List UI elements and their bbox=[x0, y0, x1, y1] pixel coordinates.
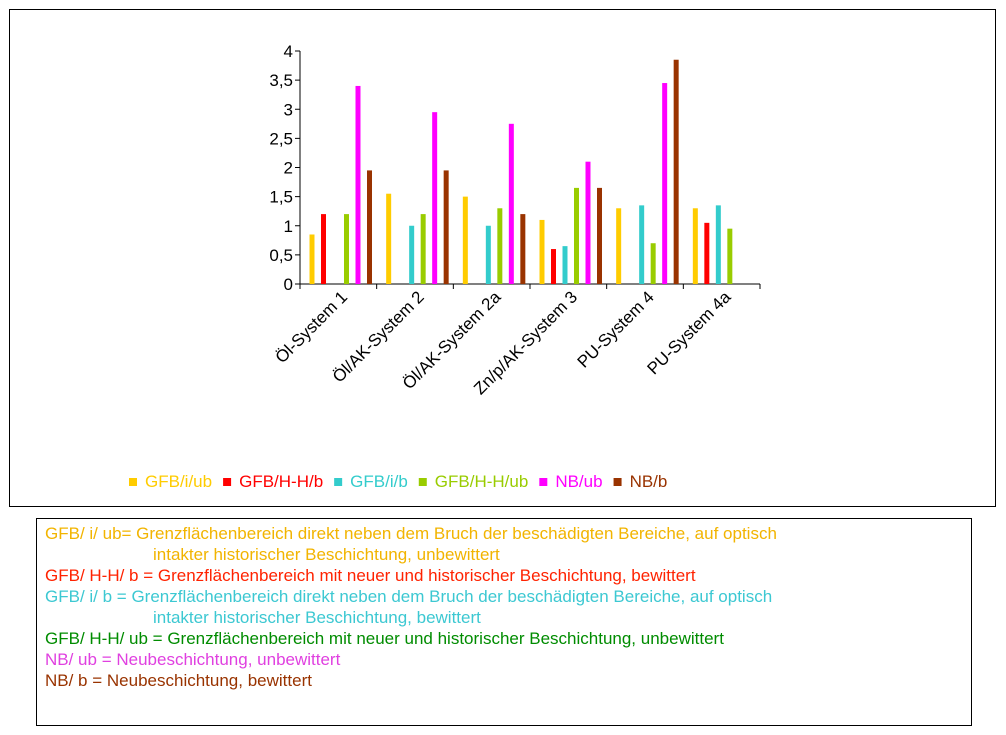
definition-1: GFB/ i/ ub= Grenzflächenbereich direkt n… bbox=[45, 523, 971, 565]
bar bbox=[420, 214, 426, 284]
bar bbox=[462, 196, 468, 284]
y-tick-label: 4 bbox=[284, 42, 293, 61]
bar bbox=[616, 208, 622, 284]
definition-3: GFB/ i/ b = Grenzflächenbereich direkt n… bbox=[45, 586, 971, 628]
legend-label: GFB/H-H/ub bbox=[435, 472, 529, 491]
bar bbox=[585, 161, 591, 284]
definition-3-lead: GFB/ i/ b = Grenzflächenbereich direkt n… bbox=[45, 587, 773, 606]
definition-1-cont: intakter historischer Beschichtung, unbe… bbox=[153, 545, 500, 564]
chart-frame: 0 0,5 1 1,5 2 2,5 3 3,5 4 Öl-System 1 Öl/AK-System… bbox=[9, 9, 996, 507]
y-tick-label: 0 bbox=[284, 275, 293, 294]
legend-label: NB/ub bbox=[555, 472, 602, 491]
y-tick-label: 2 bbox=[284, 159, 293, 178]
bar bbox=[497, 208, 503, 284]
definition-4-lead: GFB/ H-H/ ub = Grenzflächenbereich mit n… bbox=[45, 629, 724, 648]
bar bbox=[485, 225, 491, 284]
bar bbox=[715, 205, 721, 284]
bar bbox=[520, 214, 526, 284]
bar bbox=[597, 187, 602, 284]
y-tick-label: 0,5 bbox=[269, 246, 293, 265]
y-tick-label: 1 bbox=[284, 217, 293, 236]
bar bbox=[650, 243, 656, 284]
bar bbox=[355, 85, 361, 284]
legend-label: GFB/i/ub bbox=[145, 472, 212, 491]
bar bbox=[673, 59, 679, 284]
legend-swatch bbox=[613, 478, 622, 486]
definition-6: NB/ b = Neubeschichtung, bewittert bbox=[45, 670, 971, 691]
bar bbox=[704, 222, 710, 284]
bar bbox=[662, 83, 668, 284]
bar bbox=[692, 208, 698, 284]
bar bbox=[321, 214, 326, 284]
legend-swatch bbox=[418, 478, 427, 486]
legend-swatch bbox=[223, 478, 232, 486]
x-tick-label: PU-System 4 bbox=[574, 287, 658, 371]
definition-4: GFB/ H-H/ ub = Grenzflächenbereich mit n… bbox=[45, 628, 971, 649]
bar bbox=[344, 214, 349, 284]
bar bbox=[386, 193, 392, 284]
x-tick-label: Öl-System 1 bbox=[272, 287, 352, 367]
legend-label: GFB/i/b bbox=[350, 472, 408, 491]
y-tick-label: 1,5 bbox=[269, 188, 293, 207]
bar bbox=[443, 170, 449, 284]
y-tick-label: 3,5 bbox=[269, 71, 293, 90]
definition-2: GFB/ H-H/ b = Grenzflächenbereich mit ne… bbox=[45, 565, 971, 586]
bar bbox=[727, 228, 733, 284]
definition-3-cont: intakter historischer Beschichtung, bewi… bbox=[153, 608, 481, 627]
definition-6-lead: NB/ b = Neubeschichtung, bewittert bbox=[45, 671, 312, 690]
bar bbox=[508, 123, 514, 284]
bar bbox=[639, 205, 645, 284]
legend-label: NB/b bbox=[630, 472, 668, 491]
definition-5-lead: NB/ ub = Neubeschichtung, unbewittert bbox=[45, 650, 341, 669]
legend-swatch bbox=[334, 478, 343, 486]
bar bbox=[409, 225, 415, 284]
bar bbox=[574, 187, 579, 284]
bar bbox=[539, 219, 545, 284]
y-tick-label: 3 bbox=[284, 100, 293, 119]
definitions-box: GFB/ i/ ub= Grenzflächenbereich direkt n… bbox=[36, 518, 972, 726]
legend-label: GFB/H-H/b bbox=[239, 472, 323, 491]
legend-swatch bbox=[539, 478, 548, 486]
legend-swatch bbox=[129, 478, 137, 486]
bar bbox=[367, 170, 372, 284]
definition-5: NB/ ub = Neubeschichtung, unbewittert bbox=[45, 649, 971, 670]
bar bbox=[562, 246, 568, 284]
bar bbox=[432, 112, 438, 284]
definition-1-lead: GFB/ i/ ub= Grenzflächenbereich direkt n… bbox=[45, 524, 777, 543]
definition-2-lead: GFB/ H-H/ b = Grenzflächenbereich mit ne… bbox=[45, 566, 696, 585]
bar bbox=[551, 249, 556, 284]
y-tick-label: 2,5 bbox=[269, 129, 293, 148]
bar bbox=[309, 234, 315, 284]
